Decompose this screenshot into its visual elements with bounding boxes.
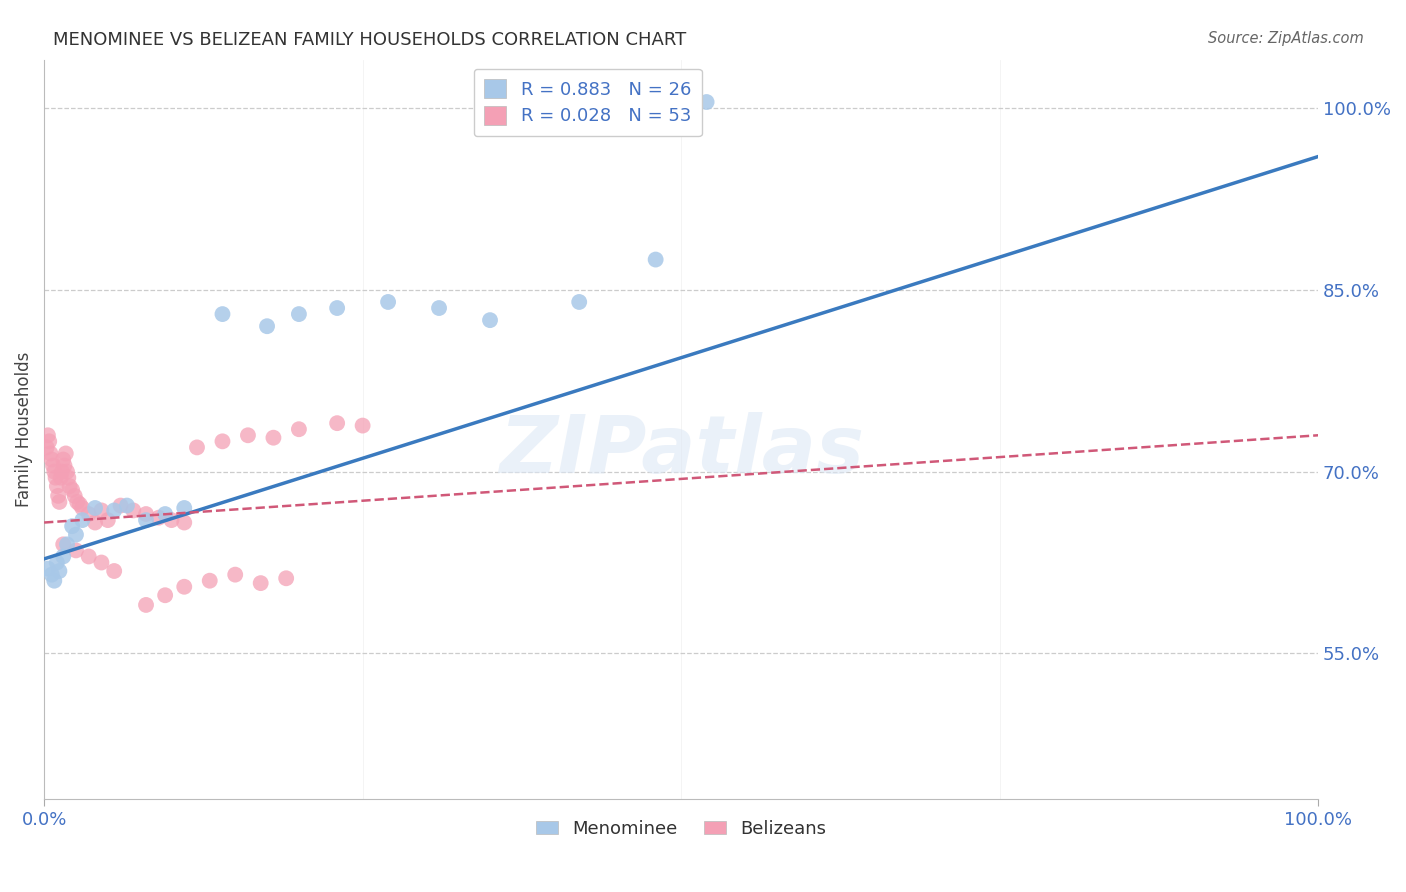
- Y-axis label: Family Households: Family Households: [15, 351, 32, 507]
- Point: [326, 301, 349, 315]
- Point: [211, 307, 233, 321]
- Point: [37, 561, 59, 575]
- Point: [44, 465, 66, 479]
- Point: [198, 574, 221, 588]
- Point: [249, 576, 271, 591]
- Point: [51, 465, 73, 479]
- Point: [352, 418, 374, 433]
- Point: [45, 556, 67, 570]
- Point: [53, 458, 76, 473]
- Point: [173, 516, 195, 530]
- Point: [173, 500, 195, 515]
- Point: [56, 537, 79, 551]
- Point: [256, 319, 278, 334]
- Point: [427, 301, 450, 315]
- Point: [696, 95, 718, 109]
- Point: [35, 441, 58, 455]
- Point: [103, 503, 125, 517]
- Point: [69, 497, 91, 511]
- Point: [72, 513, 94, 527]
- Point: [153, 507, 176, 521]
- Point: [41, 567, 63, 582]
- Point: [377, 295, 399, 310]
- Point: [60, 483, 83, 497]
- Point: [72, 500, 94, 515]
- Point: [288, 422, 311, 436]
- Point: [84, 500, 107, 515]
- Point: [52, 537, 75, 551]
- Point: [173, 580, 195, 594]
- Point: [479, 313, 502, 327]
- Point: [103, 564, 125, 578]
- Point: [160, 513, 183, 527]
- Point: [568, 295, 591, 310]
- Point: [58, 471, 80, 485]
- Point: [122, 503, 145, 517]
- Point: [48, 495, 70, 509]
- Point: [262, 431, 284, 445]
- Point: [39, 446, 62, 460]
- Point: [66, 495, 89, 509]
- Point: [186, 441, 208, 455]
- Point: [46, 489, 69, 503]
- Point: [45, 479, 67, 493]
- Point: [38, 434, 60, 449]
- Point: [55, 446, 77, 460]
- Point: [148, 510, 170, 524]
- Point: [135, 507, 157, 521]
- Point: [77, 549, 100, 564]
- Point: [326, 416, 349, 430]
- Point: [65, 543, 87, 558]
- Point: [41, 452, 63, 467]
- Point: [52, 452, 75, 467]
- Point: [135, 513, 157, 527]
- Point: [115, 499, 138, 513]
- Text: ZIPatlas: ZIPatlas: [499, 412, 863, 491]
- Point: [135, 598, 157, 612]
- Point: [97, 513, 120, 527]
- Point: [63, 489, 86, 503]
- Point: [60, 519, 83, 533]
- Point: [48, 564, 70, 578]
- Point: [153, 588, 176, 602]
- Point: [288, 307, 311, 321]
- Point: [644, 252, 666, 267]
- Point: [77, 507, 100, 521]
- Point: [37, 428, 59, 442]
- Point: [44, 574, 66, 588]
- Point: [236, 428, 259, 442]
- Point: [49, 471, 72, 485]
- Point: [224, 567, 246, 582]
- Point: [58, 479, 80, 493]
- Text: Source: ZipAtlas.com: Source: ZipAtlas.com: [1208, 31, 1364, 46]
- Point: [90, 556, 112, 570]
- Point: [65, 527, 87, 541]
- Point: [276, 571, 298, 585]
- Point: [90, 503, 112, 517]
- Point: [211, 434, 233, 449]
- Point: [56, 465, 79, 479]
- Point: [84, 516, 107, 530]
- Legend: Menominee, Belizeans: Menominee, Belizeans: [529, 813, 834, 846]
- Point: [45, 471, 67, 485]
- Point: [42, 458, 65, 473]
- Point: [110, 499, 132, 513]
- Point: [52, 549, 75, 564]
- Text: MENOMINEE VS BELIZEAN FAMILY HOUSEHOLDS CORRELATION CHART: MENOMINEE VS BELIZEAN FAMILY HOUSEHOLDS …: [53, 31, 686, 49]
